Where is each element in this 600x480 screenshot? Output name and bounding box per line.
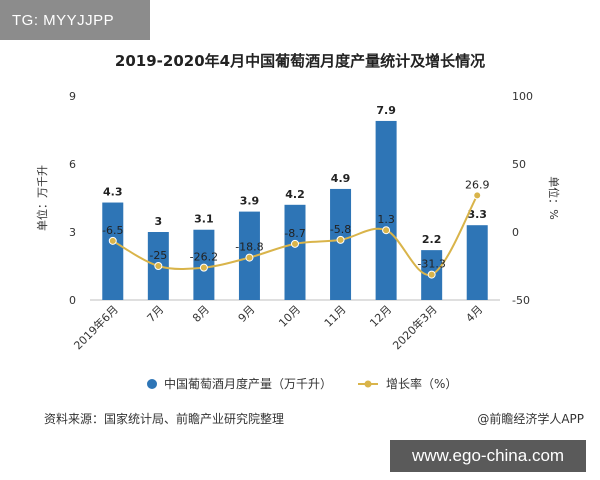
growth-value-label: -25: [149, 249, 167, 262]
growth-point: [336, 235, 345, 244]
bar: [330, 188, 352, 300]
y2-tick-label: 50: [512, 158, 526, 171]
bar-value-label: 7.9: [376, 104, 396, 117]
x-tick-label: 2020年3月: [390, 302, 440, 352]
growth-value-label: -8.7: [284, 227, 305, 240]
source-note: 资料来源：国家统计局、前瞻产业研究院整理: [44, 412, 285, 426]
x-tick-label: 12月: [367, 303, 394, 330]
y2-tick-label: 100: [512, 90, 533, 103]
bar: [466, 225, 488, 300]
watermark: www.ego-china.com: [390, 440, 586, 472]
y-axis-title: 单位：万千升: [35, 165, 49, 231]
credit-note: @前瞻经济学人APP: [477, 412, 584, 426]
x-tick-label: 4月: [463, 303, 485, 325]
chart-title: 2019-2020年4月中国葡萄酒月度产量统计及增长情况: [114, 52, 486, 70]
y-tick-label: 0: [69, 294, 76, 307]
growth-point: [473, 191, 482, 200]
x-tick-label: 10月: [276, 303, 303, 330]
x-tick-label: 7月: [145, 303, 167, 325]
growth-value-label: 1.3: [377, 213, 395, 226]
growth-value-label: -18.8: [235, 241, 263, 254]
bar-value-label: 4.3: [103, 186, 123, 199]
y2-tick-label: 0: [512, 226, 519, 239]
bar-value-label: 3: [155, 215, 163, 228]
bar-value-label: 4.9: [331, 172, 351, 185]
bar: [375, 120, 397, 300]
bar-value-label: 3.1: [194, 213, 214, 226]
legend-bar-label: 中国葡萄酒月度产量（万千升）: [164, 376, 332, 391]
growth-point: [427, 270, 436, 279]
y-tick-label: 6: [69, 158, 76, 171]
y-tick-label: 3: [69, 226, 76, 239]
y2-tick-label: -50: [512, 294, 530, 307]
bar-value-label: 2.2: [422, 233, 442, 246]
legend-line-dot: [364, 380, 372, 388]
x-tick-label: 8月: [190, 303, 212, 325]
x-tick-label: 2019年6月: [71, 302, 121, 352]
growth-value-label: -5.8: [330, 223, 351, 236]
x-tick-label: 9月: [236, 303, 258, 325]
plot-area: 0 3 6 9 -50 0 50 100 单位：万千升 单位：% 4.3 3 3.1 3.9 4.2 4.9 7…: [35, 90, 561, 352]
growth-point: [108, 236, 117, 245]
bar-value-label: 4.2: [285, 188, 305, 201]
bar-value-label: 3.3: [467, 208, 487, 221]
legend-line-label: 增长率（%）: [386, 376, 457, 391]
growth-point: [291, 239, 299, 248]
growth-value-label: -6.5: [102, 224, 123, 237]
growth-point: [154, 262, 163, 270]
growth-point: [199, 263, 208, 272]
y-tick-label: 9: [69, 90, 76, 103]
y2-axis-title: 单位：%: [547, 176, 561, 219]
bar: [284, 204, 306, 300]
bar-value-label: 3.9: [240, 195, 260, 208]
growth-point: [382, 226, 391, 235]
growth-value-label: -31.3: [417, 258, 445, 271]
tg-badge: TG: MYYJJPP: [0, 0, 150, 40]
growth-point: [245, 253, 254, 262]
x-tick-label: 11月: [322, 303, 349, 330]
growth-value-label: 26.9: [465, 178, 490, 191]
bar: [102, 202, 124, 300]
legend-bar-marker: [147, 379, 157, 389]
legend: 中国葡萄酒月度产量（万千升） 增长率（%）: [147, 376, 457, 391]
growth-value-label: -26.2: [190, 251, 218, 264]
